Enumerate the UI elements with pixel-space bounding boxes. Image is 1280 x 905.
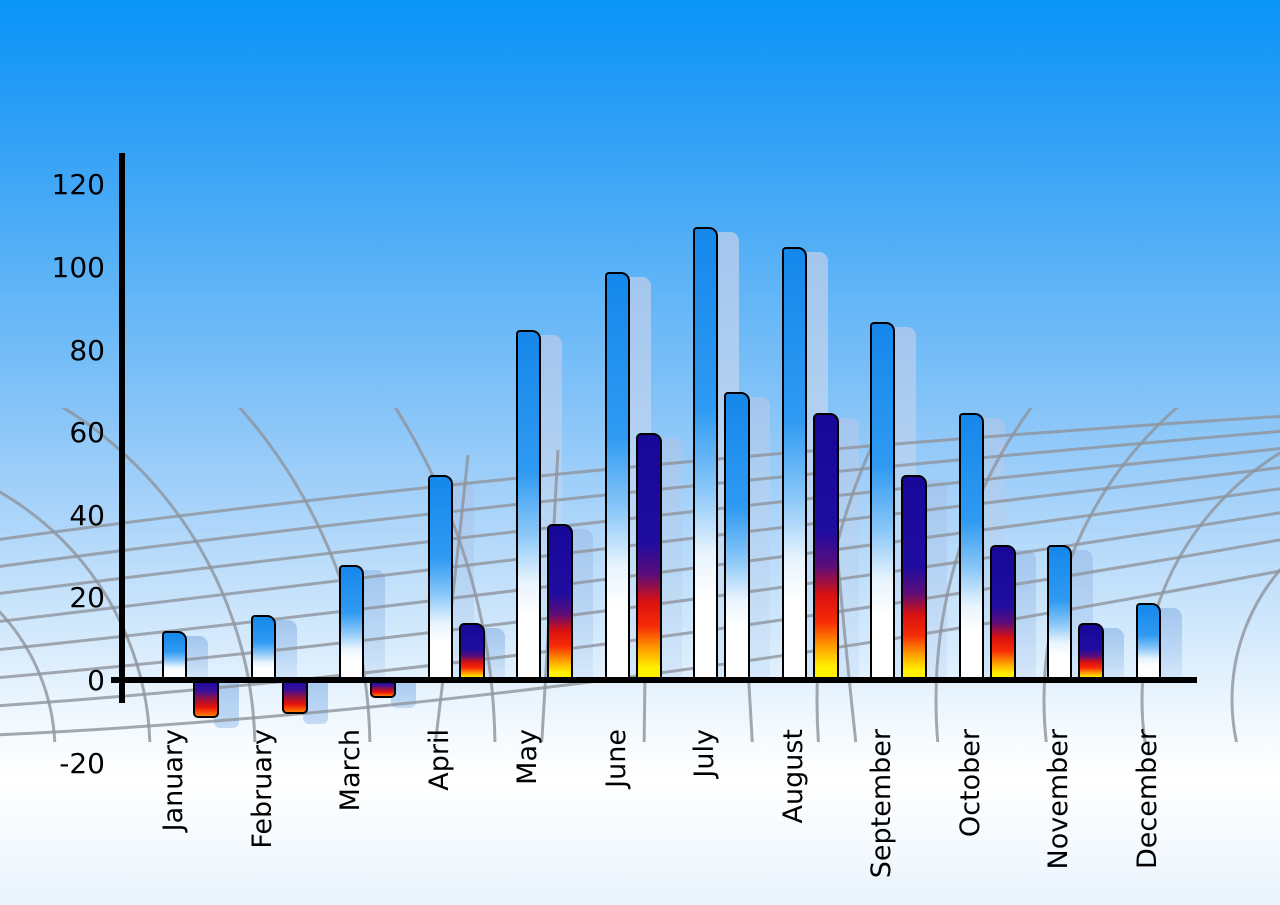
x-label-june: June	[600, 729, 632, 788]
bar-october-secondary	[989, 544, 1016, 680]
bar-september-primary	[870, 321, 895, 680]
y-tick--20: -20	[59, 746, 105, 780]
bar-september-secondary	[901, 474, 927, 680]
bar-july-secondary	[724, 391, 750, 680]
x-label-october: October	[954, 729, 986, 838]
y-tick-0: 0	[87, 664, 105, 697]
bar-october-primary	[958, 412, 984, 680]
bar-march-secondary	[370, 681, 396, 698]
x-label-december: December	[1131, 729, 1163, 870]
bar-april-secondary	[458, 623, 485, 680]
bar-march-primary	[339, 565, 364, 680]
x-label-august: August	[777, 729, 809, 824]
bar-august-secondary	[812, 412, 839, 680]
bar-february-primary	[250, 614, 276, 680]
x-label-may: May	[512, 729, 543, 785]
x-axis-line	[111, 677, 1197, 683]
y-tick-60: 60	[69, 416, 105, 450]
bar-august-primary	[781, 247, 807, 680]
bar-january-primary	[162, 631, 187, 680]
x-label-july: July	[689, 729, 720, 778]
bar-january-secondary	[193, 681, 219, 719]
bar-june-secondary	[635, 433, 662, 680]
x-label-april: April	[423, 729, 455, 791]
y-tick-100: 100	[51, 251, 105, 284]
y-axis-line	[119, 153, 125, 703]
x-label-september: September	[866, 729, 897, 879]
bar-july-primary	[693, 226, 718, 680]
bar-february-secondary	[281, 681, 308, 715]
y-tick-80: 80	[69, 333, 105, 367]
bar-november-secondary	[1078, 623, 1104, 680]
y-tick-120: 120	[51, 168, 105, 202]
y-tick-40: 40	[69, 498, 105, 532]
bar-may-primary	[516, 329, 541, 680]
x-label-february: February	[246, 729, 278, 849]
x-label-march: March	[335, 729, 366, 812]
bar-november-primary	[1047, 544, 1072, 680]
bar-june-primary	[604, 272, 630, 680]
y-tick-20: 20	[69, 581, 105, 615]
x-label-january: January	[158, 729, 189, 832]
bar-may-secondary	[547, 524, 573, 680]
bar-december-primary	[1135, 602, 1161, 680]
x-label-november: November	[1043, 729, 1074, 870]
bar-april-primary	[427, 474, 453, 680]
